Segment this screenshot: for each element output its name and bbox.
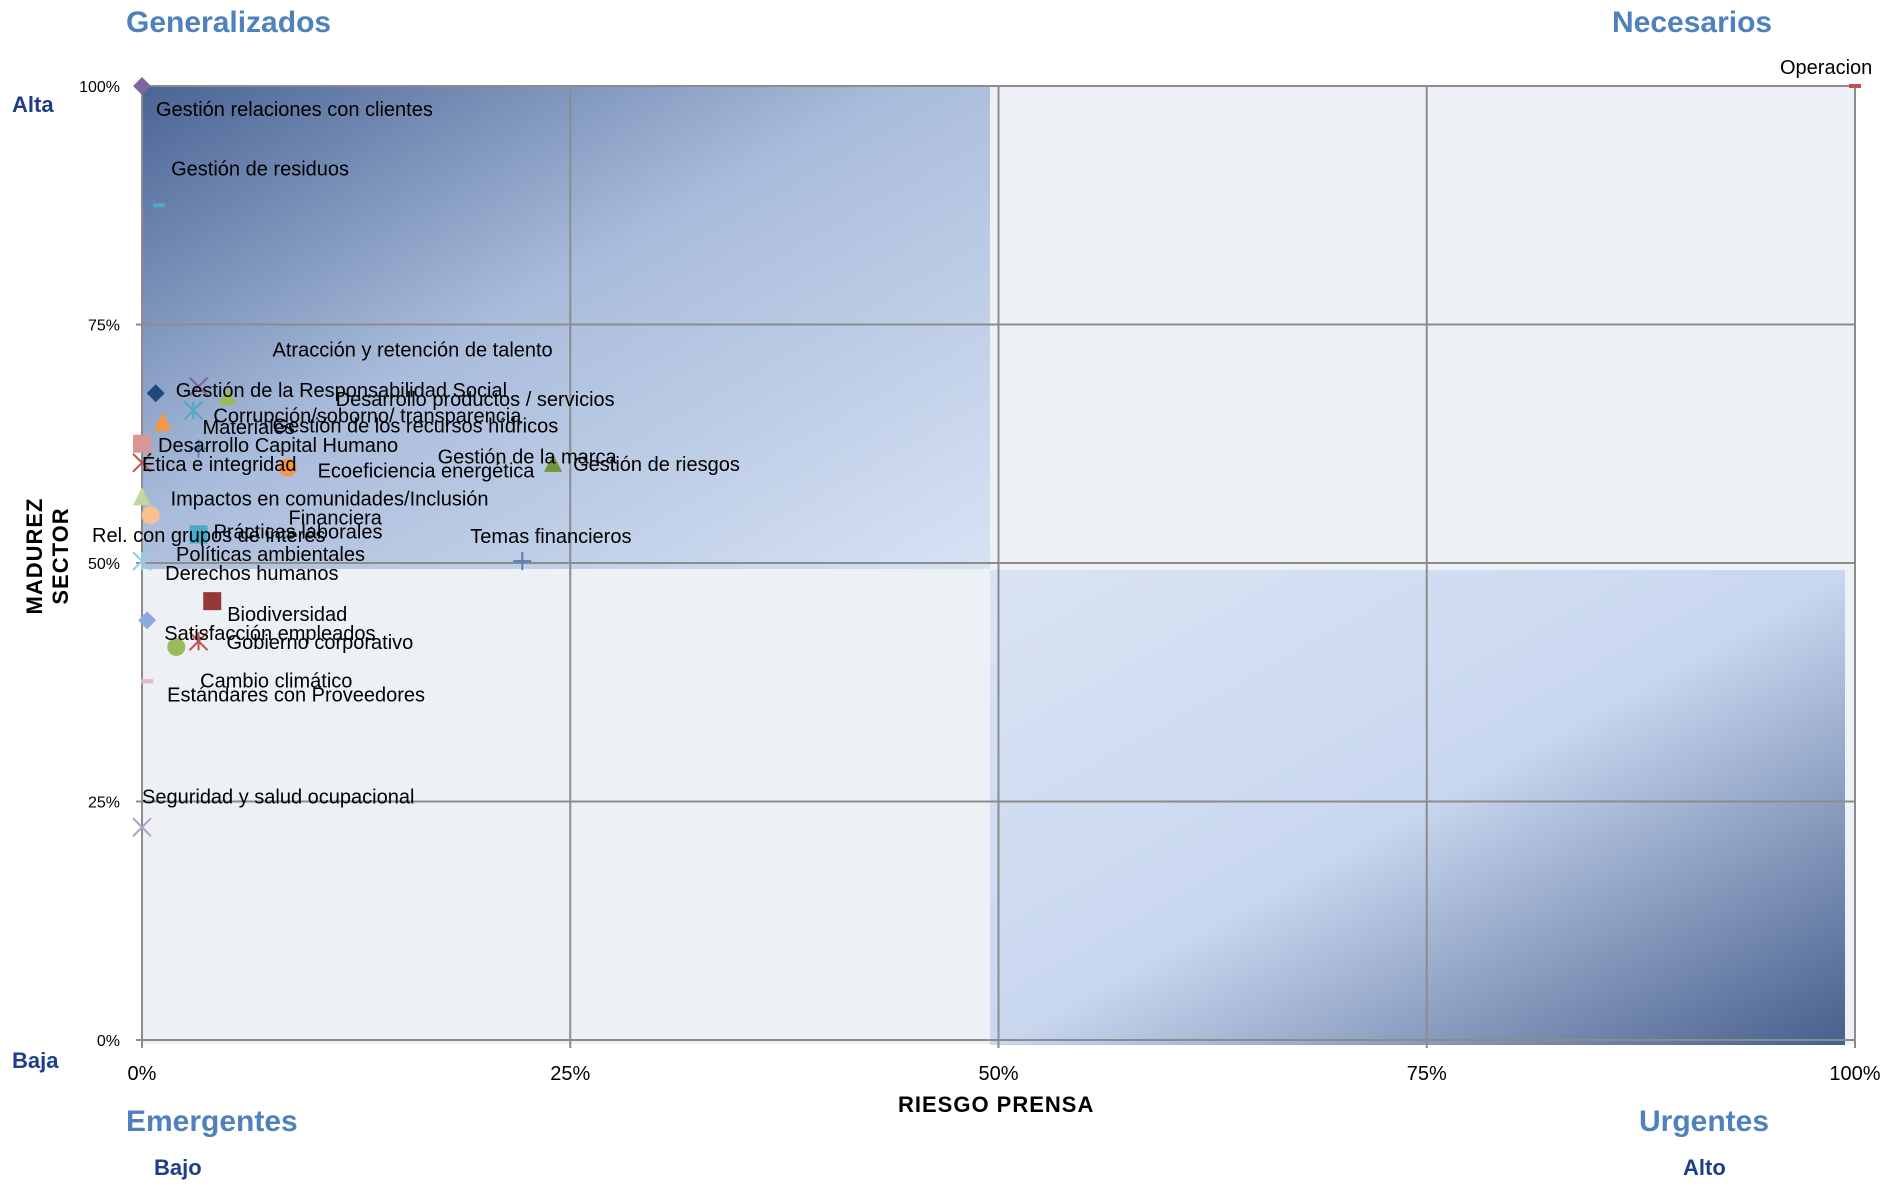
x-level-low: Bajo — [154, 1155, 202, 1180]
y-tick-label: 100% — [79, 79, 120, 96]
data-label: Gestión de residuos — [171, 158, 349, 180]
x-axis-title: RIESGO PRENSA — [898, 1092, 1095, 1117]
data-point — [153, 203, 166, 208]
data-point — [132, 817, 152, 837]
x-tick-label: 75% — [1407, 1063, 1447, 1085]
data-point — [1849, 84, 1861, 88]
x-tick-label: 25% — [550, 1063, 590, 1085]
data-points — [132, 77, 1861, 837]
x-tick-label: 50% — [978, 1063, 1018, 1085]
data-point — [132, 453, 152, 473]
grid-lines — [136, 85, 1856, 1048]
data-label: Políticas ambientales — [176, 544, 365, 566]
data-label: Ecoeficiencia energética — [318, 461, 536, 483]
data-point — [189, 439, 208, 458]
y-axis-title: MADUREZ SECTOR — [22, 497, 73, 615]
data-point — [218, 387, 237, 406]
data-label: Gestión de la marca — [438, 447, 618, 469]
data-label: Gobierno corporativo — [227, 632, 414, 654]
data-point — [188, 631, 209, 651]
data-label: Estándares con Proveedores — [167, 684, 425, 706]
data-point — [138, 611, 157, 630]
data-point — [189, 525, 208, 544]
x-level-high: Alto — [1683, 1155, 1726, 1180]
data-point — [167, 637, 186, 656]
quadrant-shade-bottom-right — [990, 570, 1845, 1045]
data-label: Gestión de los recursos hídricos — [273, 416, 559, 438]
data-label: Corrupción/soborno/ transparencia — [213, 405, 522, 427]
y-tick-label: 0% — [97, 1033, 120, 1050]
quadrant-label-top-left: Generalizados — [126, 6, 332, 39]
data-label: Seguridad y salud ocupacional — [142, 786, 414, 808]
data-point — [203, 592, 222, 611]
data-point — [544, 453, 563, 472]
quadrant-label-bottom-right: Urgentes — [1639, 1105, 1770, 1138]
data-label: Cambio climático — [200, 670, 352, 692]
x-tick-label: 100% — [1829, 1063, 1880, 1085]
data-label: Prácticas laborales — [214, 521, 383, 543]
data-label: Rel. con grupos de interés — [92, 525, 325, 547]
y-level-high: Alta — [12, 92, 54, 117]
data-label: Desarrollo productos / servicios — [336, 389, 615, 411]
data-label: Derechos humanos — [165, 563, 338, 585]
data-point — [141, 679, 154, 684]
data-point — [133, 487, 151, 506]
data-label: Gestión de riesgos — [573, 454, 740, 476]
data-label: Desarrollo Capital Humano — [158, 435, 398, 457]
data-point — [133, 434, 151, 453]
data-labels: Operacion Gestión relaciones con clientes… — [92, 57, 1872, 808]
data-label: Gestión de la Responsabilidad Social — [176, 380, 507, 402]
data-label: Materiales — [203, 417, 295, 439]
data-label: Operacion — [1780, 57, 1872, 79]
y-tick-label: 50% — [88, 556, 120, 573]
quadrant-label-bottom-left: Emergentes — [126, 1105, 298, 1138]
data-point — [146, 384, 165, 403]
data-point — [188, 376, 209, 397]
data-label: Atracción y retención de talento — [273, 340, 553, 362]
quadrant-label-top-right: Necesarios — [1612, 6, 1773, 39]
quadrant-shade-top-left — [142, 86, 990, 569]
data-point — [133, 77, 151, 95]
data-point — [141, 506, 160, 525]
data-point — [278, 458, 297, 477]
data-label: Temas financieros — [470, 526, 631, 548]
x-tick-label: 0% — [128, 1063, 157, 1085]
y-level-low: Baja — [12, 1048, 59, 1073]
data-label: Biodiversidad — [227, 604, 347, 626]
data-point — [513, 552, 532, 571]
y-tick-label: 25% — [88, 795, 120, 812]
y-tick-label: 75% — [88, 318, 120, 335]
data-label: Impactos en comunidades/Inclusión — [171, 488, 489, 510]
data-label: Gestión relaciones con clientes — [156, 99, 433, 121]
data-point — [153, 412, 172, 431]
data-label: Financiera — [289, 507, 383, 529]
tick-labels: 0% 25% 50% 75% 100% 0% 25% 50% 75% 100% — [79, 79, 1881, 1085]
data-label: Satisfacción empleados — [164, 623, 375, 645]
data-label: Ética e integridad — [142, 453, 297, 476]
data-point — [183, 400, 204, 421]
data-point — [132, 551, 152, 571]
